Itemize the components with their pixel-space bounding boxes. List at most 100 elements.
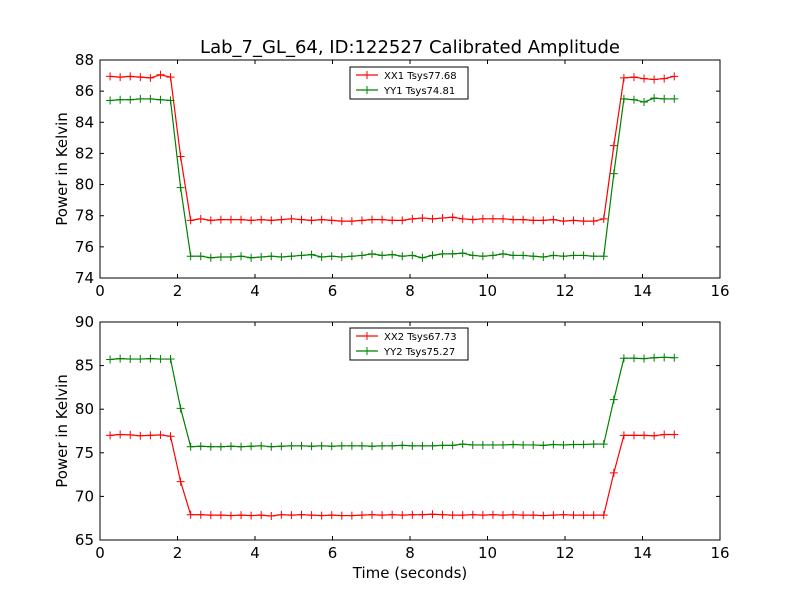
data-point [670, 430, 679, 439]
data-point [509, 510, 518, 519]
data-point [509, 251, 518, 260]
data-point [569, 440, 578, 449]
data-point [478, 214, 487, 223]
legend-box [349, 66, 469, 100]
data-point [357, 251, 366, 260]
data-point [458, 511, 467, 520]
legend-marker [363, 86, 371, 94]
data-point [226, 442, 235, 451]
data-point [559, 217, 568, 226]
data-point [418, 214, 427, 223]
data-point [337, 217, 346, 226]
legend-label: XX2 Tsys67.73 [384, 332, 457, 343]
y-tick-label: 74 [75, 269, 94, 287]
data-point [327, 442, 336, 451]
data-point [488, 510, 497, 519]
data-point [287, 214, 296, 223]
data-point [206, 511, 215, 520]
data-point [438, 249, 447, 258]
data-point [347, 441, 356, 450]
data-point [378, 251, 387, 260]
data-point [267, 442, 276, 451]
data-point [670, 72, 679, 81]
x-tick-label: 16 [710, 282, 729, 300]
x-tick-label: 12 [555, 544, 574, 562]
legend-box [349, 327, 469, 361]
data-point [257, 252, 266, 261]
chart-panel-1: 0 2 4 6 8 10 12 14 16 74 76 78 80 82 84 86 88 Power in Ke… [53, 51, 730, 300]
data-point [569, 216, 578, 225]
data-point [106, 431, 115, 440]
data-point [126, 95, 135, 104]
data-point [237, 511, 246, 520]
data-point [629, 354, 638, 363]
data-point [337, 441, 346, 450]
data-point [478, 440, 487, 449]
data-point [186, 442, 195, 451]
data-point [438, 214, 447, 223]
data-point [458, 214, 467, 223]
data-point [176, 404, 185, 413]
data-point [599, 440, 608, 449]
data-point [307, 250, 316, 259]
data-point [589, 217, 598, 226]
data-point [176, 183, 185, 192]
data-point [357, 441, 366, 450]
data-point [196, 510, 205, 519]
data-point [488, 251, 497, 260]
data-point [287, 252, 296, 261]
data-point [327, 216, 336, 225]
data-point [257, 511, 266, 520]
legend-marker [363, 71, 371, 79]
data-point [126, 355, 135, 364]
data-point [196, 442, 205, 451]
data-point [126, 72, 135, 81]
data-point [438, 510, 447, 519]
data-point [347, 217, 356, 226]
x-tick-label: 6 [328, 544, 338, 562]
data-point [277, 442, 286, 451]
data-point [166, 73, 175, 82]
data-point [297, 510, 306, 519]
x-tick-label: 6 [328, 282, 338, 300]
data-point [599, 252, 608, 261]
data-point [237, 442, 246, 451]
data-point [307, 442, 316, 451]
data-point [519, 215, 528, 224]
data-point [559, 252, 568, 261]
y-tick-label: 80 [75, 400, 94, 418]
data-point [609, 141, 618, 150]
data-point [619, 73, 628, 82]
data-point [629, 431, 638, 440]
data-point [529, 511, 538, 520]
data-point [589, 252, 598, 261]
x-tick-label: 8 [405, 282, 415, 300]
data-point [458, 440, 467, 449]
data-point [116, 73, 125, 82]
data-point [136, 73, 145, 82]
data-point [206, 253, 215, 262]
y-tick-label: 82 [75, 144, 94, 162]
data-point [277, 215, 286, 224]
y-tick-label: 86 [75, 82, 94, 100]
data-point [216, 252, 225, 261]
data-point [347, 511, 356, 520]
data-point [448, 511, 457, 520]
data-point [660, 74, 669, 83]
data-point [458, 249, 467, 258]
data-point [549, 440, 558, 449]
data-point [267, 252, 276, 261]
data-point [549, 251, 558, 260]
data-point [136, 355, 145, 364]
data-point [186, 510, 195, 519]
data-point [226, 252, 235, 261]
x-tick-label: 16 [710, 544, 729, 562]
series-line-2 [110, 356, 675, 448]
data-point [297, 441, 306, 450]
data-point [398, 441, 407, 450]
x-tick-label: 2 [173, 544, 183, 562]
data-point [186, 252, 195, 261]
data-point [670, 94, 679, 103]
x-tick-label: 14 [633, 544, 652, 562]
data-point [569, 251, 578, 260]
